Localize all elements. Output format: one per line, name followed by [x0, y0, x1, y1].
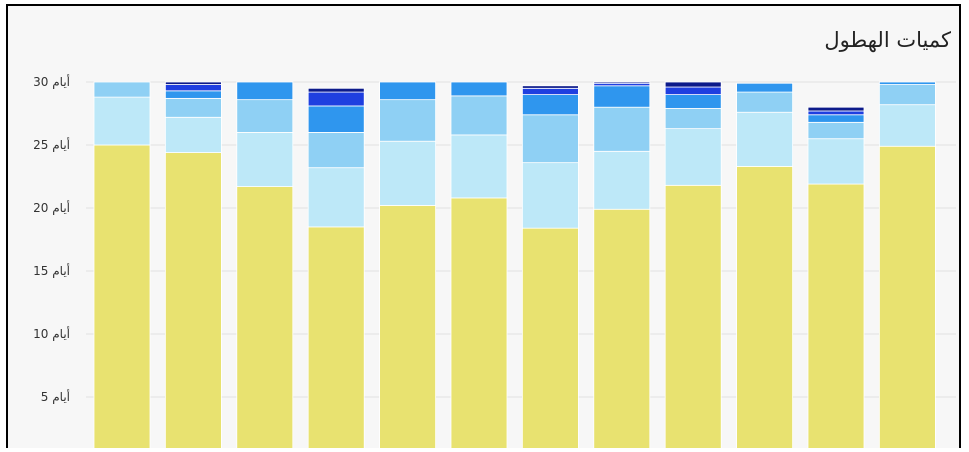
y-tick-label: 10 أيام — [33, 326, 70, 341]
bar-segment-7-1[interactable] — [522, 227, 579, 448]
bar-segment-9-4[interactable] — [664, 94, 722, 109]
bar-segment-11-5[interactable] — [807, 110, 865, 116]
bar-segment-7-6[interactable] — [522, 85, 579, 89]
bar-segment-8-2[interactable] — [593, 150, 651, 210]
bar-segment-7-5[interactable] — [522, 87, 579, 96]
bar-segment-2-1[interactable] — [164, 152, 222, 448]
bar-segment-9-1[interactable] — [664, 184, 722, 448]
bar-segment-1-2[interactable] — [93, 96, 151, 146]
bar-segment-8-4[interactable] — [593, 85, 651, 108]
bar-segment-5-2[interactable] — [379, 140, 437, 206]
chart-title: كميات الهطول — [824, 28, 951, 52]
bar-segment-8-3[interactable] — [593, 106, 651, 152]
bar-segment-2-2[interactable] — [164, 116, 222, 153]
bar-segment-6-1[interactable] — [450, 197, 508, 448]
bar-segment-2-5[interactable] — [164, 84, 222, 92]
y-tick-label: 30 أيام — [33, 74, 70, 89]
bar-segment-12-4[interactable] — [879, 81, 936, 85]
bar-segment-5-3[interactable] — [379, 99, 437, 142]
bar-segment-6-2[interactable] — [450, 134, 508, 199]
y-tick-label: 25 أيام — [33, 137, 70, 152]
bar-segment-6-4[interactable] — [450, 81, 508, 97]
bar-segment-1-1[interactable] — [93, 144, 151, 448]
bar-segment-10-3[interactable] — [736, 91, 793, 113]
y-tick-label: 20 أيام — [33, 200, 70, 215]
bar-segment-6-3[interactable] — [450, 95, 508, 136]
bar-segment-12-3[interactable] — [879, 84, 936, 106]
bar-segment-3-4[interactable] — [236, 81, 294, 101]
bar-segment-10-2[interactable] — [736, 111, 793, 167]
bar-segment-1-3[interactable] — [93, 81, 151, 98]
y-tick-label: 5 أيام — [41, 389, 70, 404]
bar-segment-7-2[interactable] — [522, 162, 579, 229]
bar-segment-11-2[interactable] — [807, 138, 865, 185]
bar-segment-12-1[interactable] — [879, 145, 936, 448]
bar-segment-2-6[interactable] — [164, 81, 222, 85]
bar-segment-3-2[interactable] — [236, 132, 294, 187]
bar-segment-11-4[interactable] — [807, 114, 865, 123]
bar-segment-2-3[interactable] — [164, 97, 222, 118]
bar-segment-10-1[interactable] — [736, 166, 793, 448]
bar-segment-4-6[interactable] — [307, 87, 365, 93]
bar-segment-2-4[interactable] — [164, 90, 222, 99]
bar-segment-8-6[interactable] — [593, 81, 651, 84]
bar-segment-11-3[interactable] — [807, 121, 865, 140]
bar-segment-7-3[interactable] — [522, 114, 579, 164]
bar-segment-4-5[interactable] — [307, 91, 365, 107]
bar-segment-9-2[interactable] — [664, 128, 722, 186]
bar-segment-9-3[interactable] — [664, 108, 722, 130]
bar-segment-10-4[interactable] — [736, 82, 793, 93]
bar-segment-11-1[interactable] — [807, 183, 865, 448]
bar-segment-3-1[interactable] — [236, 186, 294, 448]
bar-segment-9-5[interactable] — [664, 86, 722, 96]
bar-segment-5-1[interactable] — [379, 205, 437, 448]
bar-segment-8-1[interactable] — [593, 208, 651, 448]
bar-segment-7-4[interactable] — [522, 94, 579, 116]
bar-segment-9-6[interactable] — [664, 81, 722, 88]
bar-segment-4-2[interactable] — [307, 167, 365, 228]
bar-segment-11-6[interactable] — [807, 106, 865, 112]
bar-segment-4-4[interactable] — [307, 105, 365, 133]
bar-segment-12-2[interactable] — [879, 104, 936, 147]
bar-segment-4-3[interactable] — [307, 132, 365, 169]
y-tick-label: 15 أيام — [33, 263, 70, 278]
bar-segment-4-1[interactable] — [307, 226, 365, 448]
bar-segment-5-4[interactable] — [379, 81, 437, 101]
bar-segment-3-3[interactable] — [236, 99, 294, 133]
stacked-bar-chart: 5 أيام 10 أيام 15 أيام 20 أيام 25 أيام 30 أيا… — [33, 74, 956, 448]
chart-panel: كميات الهطول 5 أيام 10 أيام 15 أيام 20 أيام… — [6, 4, 961, 448]
